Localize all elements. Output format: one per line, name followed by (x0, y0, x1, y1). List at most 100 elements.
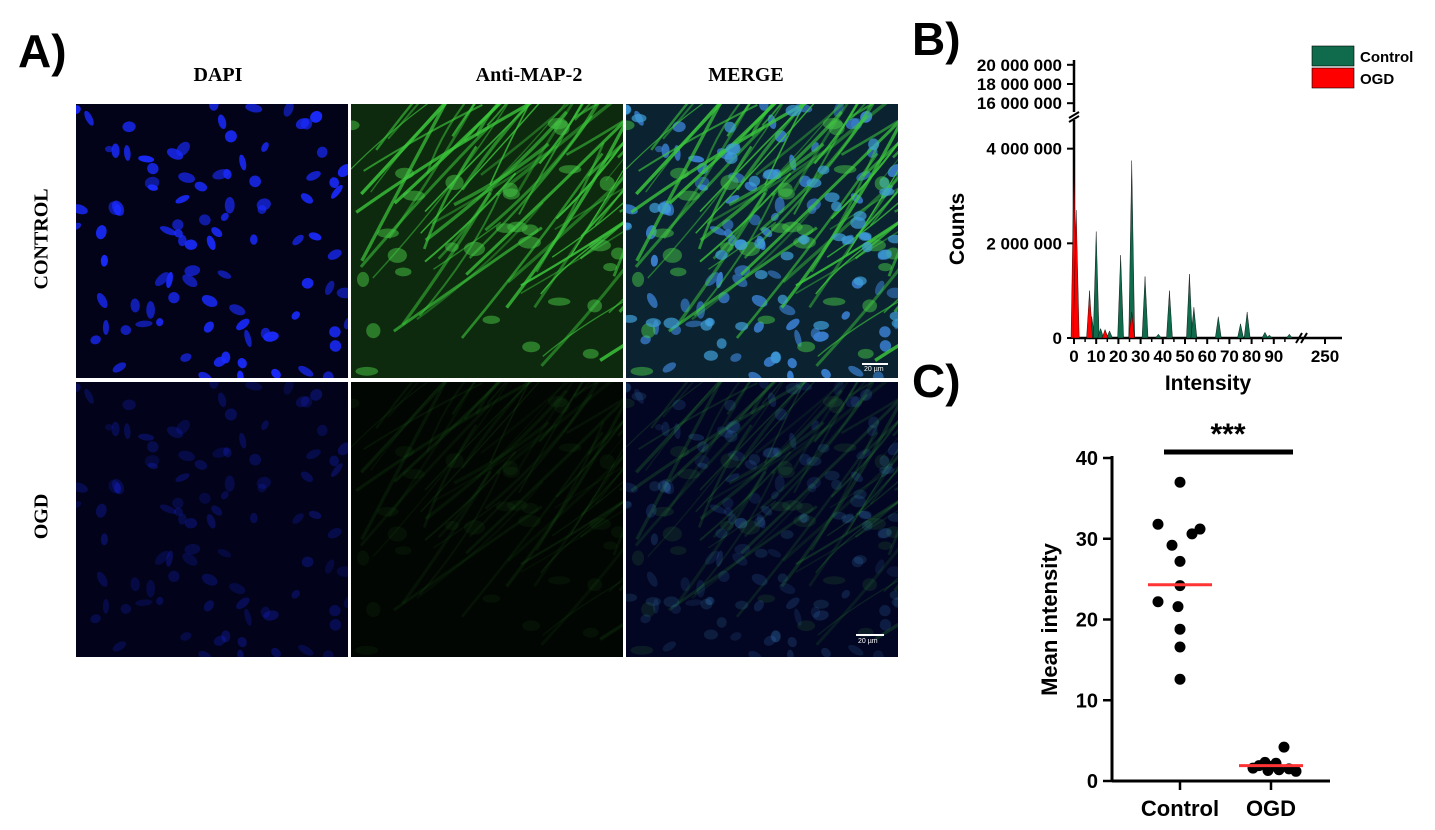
nucleus (261, 420, 269, 431)
neurite (638, 104, 758, 172)
nucleus (343, 596, 348, 609)
nucleus (763, 635, 776, 646)
nucleus (237, 649, 244, 657)
nucleus (343, 317, 348, 330)
neurite (554, 466, 623, 509)
nucleus (76, 383, 81, 392)
nucleus (848, 365, 864, 377)
nucleus (112, 641, 127, 652)
cell-body (547, 396, 568, 408)
nucleus (224, 408, 237, 421)
neurite (507, 176, 623, 284)
nucleus (156, 318, 164, 327)
nucleus (634, 388, 644, 404)
nucleus (244, 329, 252, 348)
nucleus (100, 254, 108, 267)
nucleus (811, 420, 819, 431)
nucleus (308, 232, 322, 241)
nucleus (889, 311, 898, 321)
y-tick-label: 30 (1076, 529, 1098, 551)
neurite (460, 382, 531, 469)
neurite (750, 104, 776, 137)
nucleus (147, 162, 159, 175)
histogram-peak-ogd (1086, 290, 1093, 339)
nucleus (640, 614, 651, 624)
nucleus (759, 104, 769, 111)
cell-body (857, 348, 874, 359)
nucleus (224, 130, 237, 143)
nucleus (144, 455, 160, 468)
nucleus (850, 471, 864, 482)
micrograph-grid: 20 µm 20 µm (76, 104, 898, 657)
neurite (375, 104, 414, 151)
cell-body (553, 120, 570, 136)
neurite (738, 104, 776, 143)
y-tick-label: 40 (1076, 448, 1098, 470)
nucleus (655, 145, 664, 153)
nucleus (256, 476, 271, 489)
nucleus (853, 555, 867, 565)
neurite (480, 382, 570, 455)
nucleus (800, 512, 808, 524)
neurite (845, 448, 898, 535)
nucleus (122, 121, 136, 133)
nucleus (166, 550, 173, 567)
nucleus (787, 636, 797, 648)
neurite (370, 382, 444, 471)
neurite (676, 470, 767, 605)
neurite (612, 529, 623, 556)
neurite (792, 382, 849, 471)
neurite (520, 499, 623, 566)
nucleus (130, 577, 140, 592)
histogram-peak-control (1117, 255, 1124, 339)
nucleus (807, 483, 817, 493)
neurite (570, 448, 623, 535)
nucleus (845, 396, 860, 408)
neurite (542, 580, 623, 636)
nucleus (799, 453, 812, 466)
nucleus (180, 632, 192, 641)
cell-body (833, 165, 857, 174)
neurite (699, 172, 792, 263)
neurite (465, 399, 623, 555)
cell-body (355, 366, 379, 376)
nucleus (108, 479, 120, 494)
nucleus (111, 421, 120, 437)
neurite (743, 393, 868, 538)
nucleus (704, 596, 715, 606)
neurite (830, 141, 898, 220)
nucleus (824, 192, 840, 203)
legend-swatch-ogd (1311, 67, 1355, 89)
nucleus (868, 138, 880, 151)
nucleus (887, 513, 898, 522)
neurite (475, 382, 566, 480)
histogram-peak-control (1265, 334, 1273, 339)
neurite (662, 382, 751, 518)
nucleus (96, 292, 108, 309)
nucleus (220, 212, 229, 221)
nucleus (655, 424, 664, 431)
tile-background (351, 382, 623, 657)
nucleus (763, 169, 779, 180)
nucleus (174, 229, 183, 238)
neurite (573, 104, 600, 119)
nucleus (155, 550, 170, 565)
cell-body (502, 188, 520, 200)
data-point-control (1174, 476, 1186, 488)
histogram-peak-control (1285, 333, 1293, 339)
histogram-peak-control (1237, 323, 1244, 339)
nucleus (658, 479, 670, 494)
nucleus (168, 292, 180, 304)
nucleus (670, 604, 682, 614)
nucleus (716, 550, 723, 567)
nucleus (694, 455, 710, 468)
nucleus (879, 340, 892, 352)
nucleus (102, 598, 109, 614)
nucleus (96, 571, 108, 587)
nucleus (730, 353, 742, 362)
cell-body (558, 443, 582, 452)
neurite (538, 382, 584, 443)
nucleus (263, 610, 279, 621)
cell-body (587, 299, 603, 313)
nucleus (329, 177, 340, 188)
